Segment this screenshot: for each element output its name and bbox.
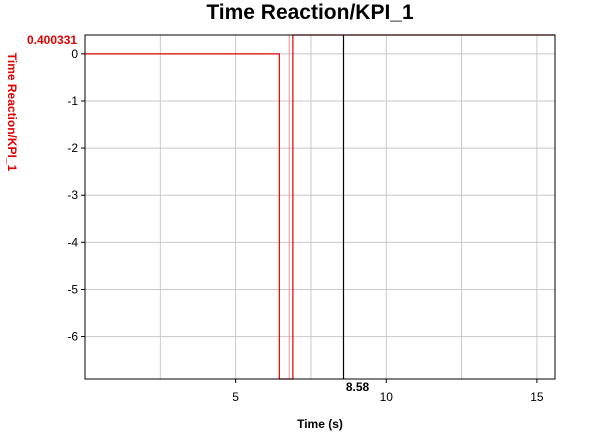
- x-tick-label: 10: [380, 390, 394, 404]
- x-tick-label: 5: [232, 390, 239, 404]
- x-axis-label: Time (s): [297, 417, 343, 431]
- chart-title: Time Reaction/KPI_1: [206, 1, 414, 24]
- gridlines: [85, 35, 555, 379]
- series-line-1: [85, 34, 555, 380]
- y-tick-label: -4: [67, 235, 78, 249]
- y-tick-label: -1: [67, 94, 78, 108]
- y-tick-label: -3: [67, 188, 78, 202]
- y-tick-label: -2: [67, 141, 78, 155]
- tick-labels: 0 -1 -2 -3 -4 -5 -6 5 10 15: [67, 47, 544, 404]
- y-tick-label: -6: [67, 330, 78, 344]
- x-tick-label: 15: [530, 390, 544, 404]
- series-group: [85, 34, 555, 380]
- cursor-value-label: 8.58: [346, 380, 370, 394]
- y-tick-label: -5: [67, 282, 78, 296]
- y-value-readout: 0.400331: [27, 33, 77, 47]
- cursor[interactable]: 8.58: [342, 35, 370, 394]
- plot-frame: [84, 34, 556, 380]
- y-tick-label: 0: [71, 47, 78, 61]
